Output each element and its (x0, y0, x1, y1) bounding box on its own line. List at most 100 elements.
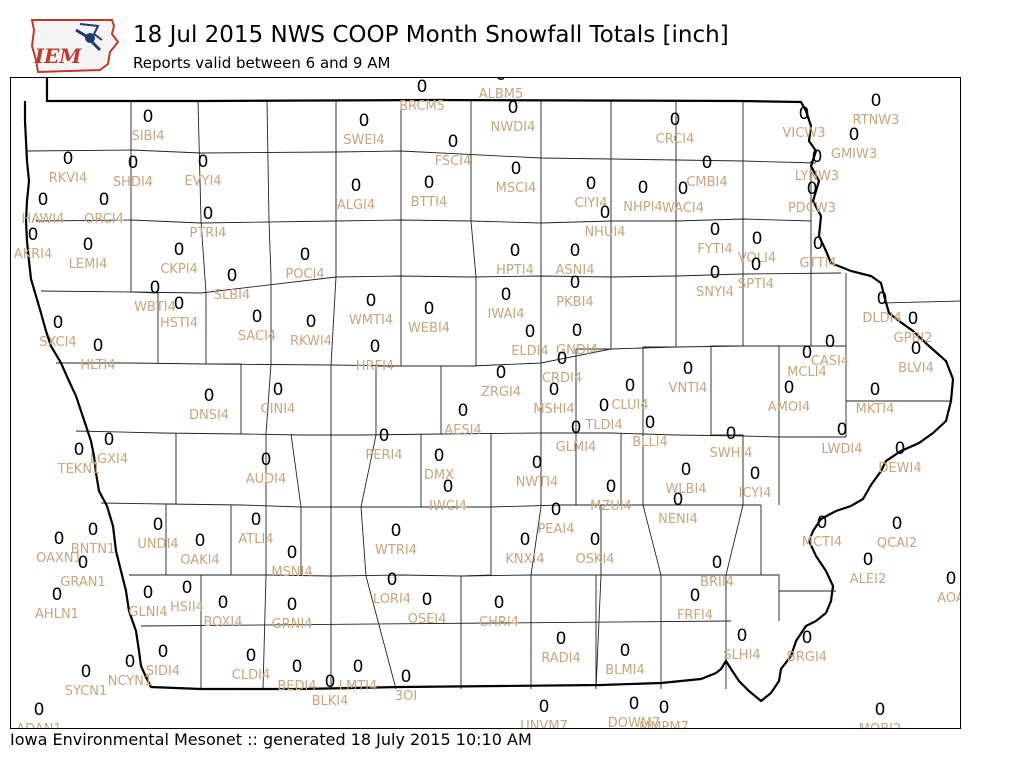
station-value: 0 (681, 460, 692, 480)
station-value: 0 (510, 241, 521, 261)
station-glmi4: 0 GLMI4 (556, 418, 597, 455)
station-spti4: 0 SPTI4 (738, 255, 774, 292)
station-value: 0 (251, 510, 262, 530)
station-id-label: SPTI4 (738, 277, 774, 292)
station-id-label: HSII4 (170, 600, 204, 615)
station-voli4: 0 VOLI4 (738, 229, 776, 266)
station-hrfi4: 0 HRFI4 (356, 337, 394, 374)
station-grni4: 0 GRNI4 (272, 595, 313, 632)
station-id-label: OSEI4 (408, 612, 447, 627)
station-zrgi4: 0 ZRGI4 (481, 363, 521, 400)
station-unvm7: 0 UNVM7 (520, 697, 568, 728)
map-frame: 0 ALBM5 0 BRCM5 0 NWDI4 0 SIBI4 0 SWEI4 0 FSCI4 0 CRC… (10, 77, 961, 729)
station-id-label: UNDI4 (137, 537, 178, 552)
station-value: 0 (448, 132, 459, 152)
station-value: 0 (292, 657, 303, 677)
station-value: 0 (204, 386, 215, 406)
station-value: 0 (600, 203, 611, 223)
station-ciyi4: 0 CIYI4 (575, 174, 608, 211)
station-id-label: OSKI4 (575, 552, 614, 567)
station-value: 0 (645, 413, 656, 433)
station-vicw3: 0 VICW3 (783, 104, 826, 141)
station-value: 0 (370, 337, 381, 357)
station-value: 0 (366, 291, 377, 311)
station-id-label: CLDI4 (232, 668, 270, 683)
station-nwdi4: 0 NWDI4 (491, 98, 536, 135)
station-value: 0 (557, 349, 568, 369)
station-value: 0 (678, 179, 689, 199)
station-id-label: ASNI4 (556, 263, 595, 278)
station-id-label: PKBI4 (556, 295, 593, 310)
station-brii4: 0 BRII4 (700, 553, 734, 590)
station-id-label: SWEI4 (343, 133, 384, 148)
iowa-map: 0 ALBM5 0 BRCM5 0 NWDI4 0 SIBI4 0 SWEI4 0 FSCI4 0 CRC… (14, 78, 960, 729)
station-value: 0 (128, 153, 139, 173)
station-slbi4: 0 SLBI4 (214, 266, 251, 303)
station-value: 0 (52, 585, 63, 605)
station-id-label: BNTN1 (71, 542, 116, 557)
station-id-label: MCLI4 (787, 365, 827, 380)
station-dewi4: 0 DEWI4 (878, 439, 921, 476)
station-nwti4: 0 NWTI4 (516, 453, 559, 490)
station-value: 0 (198, 152, 209, 172)
station-id-label: AESI4 (444, 423, 481, 438)
station-casi4: 0 CASI4 (811, 332, 849, 369)
station-value: 0 (911, 339, 922, 359)
station-id-label: RADI4 (541, 651, 581, 666)
station-id-label: SLHI4 (723, 648, 760, 663)
station-orci4: 0 ORCI4 (84, 190, 124, 227)
station-id-label: GRAN1 (60, 575, 105, 590)
station-cldi4: 0 CLDI4 (232, 646, 270, 683)
station-value: 0 (670, 110, 681, 130)
station-value: 0 (74, 440, 85, 460)
station-id-label: DLDI4 (862, 311, 901, 326)
station-evyi4: 0 EVYI4 (184, 152, 221, 189)
station-value: 0 (946, 569, 957, 589)
station-tekn1: 0 TEKN1 (57, 440, 101, 477)
station-wbti4: 0 WBTI4 (134, 278, 176, 315)
station-id-label: ATLI4 (238, 532, 273, 547)
station-value: 0 (434, 446, 445, 466)
station-id-label: GLNI4 (128, 605, 167, 620)
station-mmpm7: 0 MMPM7 (639, 698, 689, 728)
station-value: 0 (849, 125, 860, 145)
station-atli4: 0 ATLI4 (238, 510, 273, 547)
station-gmiw3: 0 GMIW3 (831, 125, 877, 162)
station-slhi4: 0 SLHI4 (723, 626, 760, 663)
station-id-label: KNXI4 (505, 552, 544, 567)
station-audi4: 0 AUDI4 (246, 450, 287, 487)
station-value: 0 (570, 241, 581, 261)
station-id-label: FYTI4 (697, 242, 732, 257)
station-qcai2: 0 QCAI2 (877, 514, 917, 551)
station-blmi4: 0 BLMI4 (605, 641, 644, 678)
station-value: 0 (81, 662, 92, 682)
station-id-label: VOLI4 (738, 251, 776, 266)
station-id-label: RKWI4 (290, 334, 332, 349)
station-value: 0 (99, 190, 110, 210)
county-grid (26, 100, 960, 690)
station-value: 0 (443, 477, 454, 497)
station-value: 0 (182, 578, 193, 598)
station-value: 0 (807, 179, 818, 199)
station-value: 0 (638, 178, 649, 198)
station-id-label: PDCW3 (788, 201, 836, 216)
station-value: 0 (549, 380, 560, 400)
station-value: 0 (817, 513, 828, 533)
station-mzui4: 0 MZUI4 (590, 477, 632, 514)
station-value: 0 (104, 430, 115, 450)
station-value: 0 (752, 229, 763, 249)
station-id-label: VICW3 (783, 126, 826, 141)
station-id-label: CRCI4 (656, 132, 695, 147)
station-value: 0 (712, 553, 723, 573)
station-id-label: WBTI4 (134, 300, 176, 315)
station-clui4: 0 CLUI4 (611, 376, 648, 413)
station-value: 0 (379, 426, 390, 446)
station-sxci4: 0 SXCI4 (39, 313, 76, 350)
station-blvi4: 0 BLVI4 (898, 339, 934, 376)
station-value: 0 (424, 299, 435, 319)
station-neni4: 0 NENI4 (658, 490, 698, 527)
station-id-label: DOWM7 (608, 716, 661, 729)
station-algi4: 0 ALGI4 (337, 176, 375, 213)
station-mobi2: 0 MOBI2 (859, 700, 901, 728)
station-fsci4: 0 FSCI4 (435, 132, 472, 169)
